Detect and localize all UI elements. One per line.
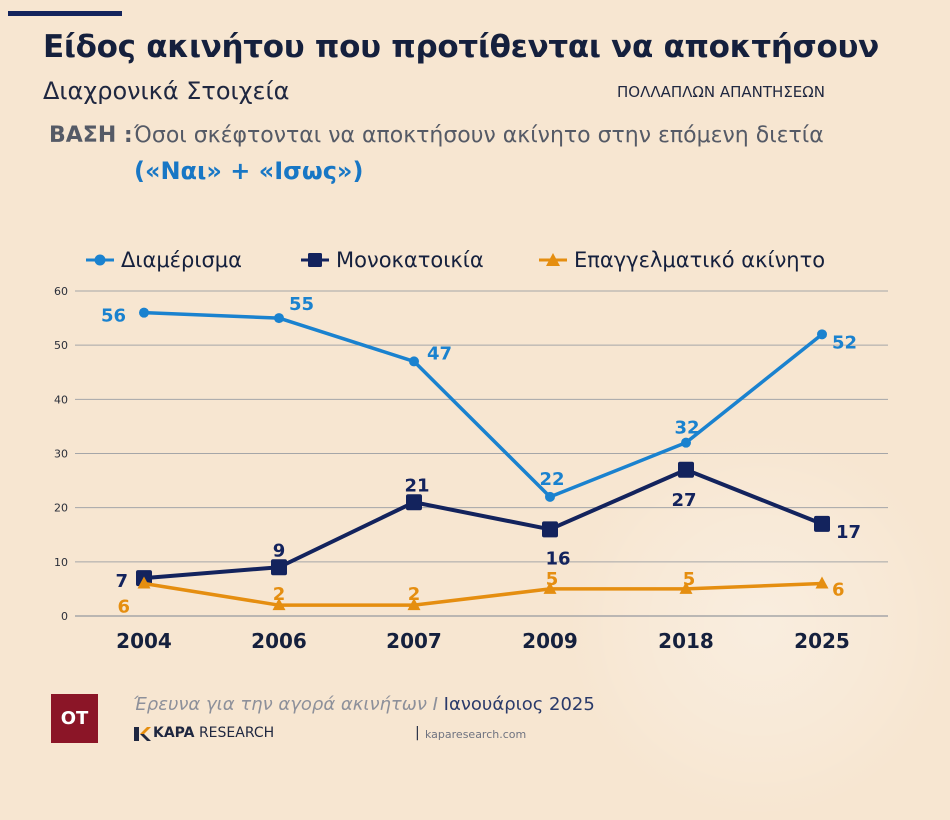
- legend-label: Μονοκατοικία: [336, 248, 484, 272]
- data-label: 55: [289, 294, 314, 315]
- circle-marker-icon: [86, 254, 114, 266]
- page-title: Είδος ακινήτου που προτίθενται να αποκτή…: [43, 29, 879, 65]
- data-point: [542, 521, 558, 538]
- data-point: [271, 559, 287, 576]
- page-subtitle: Διαχρονικά Στοιχεία: [43, 77, 290, 105]
- data-point: [406, 494, 422, 511]
- series-line: [142, 581, 824, 607]
- survey-date: Ιανουάριος 2025: [443, 694, 595, 715]
- x-tick-label: 2007: [386, 629, 442, 653]
- square-marker-icon: [301, 253, 329, 267]
- data-point: [274, 313, 284, 324]
- data-point: [409, 356, 419, 367]
- data-point: [543, 581, 557, 594]
- data-label: 6: [832, 580, 845, 601]
- y-tick-label: 40: [54, 393, 68, 406]
- data-label: 2: [273, 584, 286, 605]
- data-label: 52: [832, 332, 857, 353]
- data-label: 2: [408, 584, 421, 605]
- data-label: 32: [674, 418, 699, 439]
- data-label: 21: [404, 475, 429, 496]
- kapa-k-icon: [134, 727, 151, 741]
- data-point: [137, 576, 151, 589]
- data-label: 9: [273, 540, 286, 561]
- data-point: [681, 437, 691, 448]
- survey-name: Έρευνα για την αγορά ακινήτων I: [133, 694, 438, 715]
- data-point: [817, 329, 827, 340]
- brand-separator: |: [415, 725, 420, 741]
- y-tick-label: 60: [54, 285, 68, 298]
- multiple-answers-note: ΠΟΛΛΑΠΛΩΝ ΑΠΑΝΤΗΣΕΩΝ: [617, 83, 825, 101]
- data-label: 16: [545, 548, 570, 569]
- data-point: [679, 581, 693, 594]
- data-point: [814, 515, 830, 532]
- data-label: 7: [115, 571, 128, 592]
- data-point: [545, 491, 555, 502]
- data-point: [407, 598, 421, 611]
- data-label: 47: [427, 343, 452, 364]
- data-label: 22: [539, 469, 564, 490]
- series-line: [142, 310, 824, 499]
- brand-url: kaparesearch.com: [425, 728, 527, 741]
- x-tick-label: 2018: [658, 629, 714, 653]
- y-tick-label: 20: [54, 502, 68, 515]
- x-tick-label: 2006: [251, 629, 307, 653]
- data-point: [678, 461, 694, 478]
- brand-name: KAPA: [153, 725, 195, 741]
- y-tick-label: 10: [54, 556, 68, 569]
- ot-logo: OT: [51, 694, 98, 743]
- data-label: 27: [671, 490, 696, 511]
- legend-label: Επαγγελματικό ακίνητο: [574, 248, 826, 272]
- source-text: Έρευνα για την αγορά ακινήτων I Ιανουάρι…: [133, 694, 595, 715]
- y-tick-label: 0: [61, 610, 68, 623]
- x-tick-label: 2004: [116, 629, 172, 653]
- base-label: ΒΑΣΗ :: [49, 123, 133, 148]
- y-tick-label: 50: [54, 339, 68, 352]
- data-label: 5: [683, 569, 696, 590]
- data-point: [815, 576, 829, 589]
- data-point: [272, 598, 286, 611]
- legend-label: Διαμέρισμα: [121, 248, 242, 272]
- base-description: Όσοι σκέφτονται να αποκτήσουν ακίνητο στ…: [134, 123, 824, 148]
- base-answers: («Ναι» + «Ισως»): [134, 157, 364, 185]
- brand-name-rest: RESEARCH: [194, 725, 275, 741]
- data-label: 56: [101, 306, 126, 327]
- x-tick-label: 2009: [522, 629, 578, 653]
- data-label: 17: [836, 522, 861, 543]
- data-label: 6: [117, 597, 130, 618]
- data-label: 5: [546, 569, 559, 590]
- y-tick-label: 30: [54, 448, 68, 461]
- accent-bar: [8, 11, 122, 16]
- data-point: [139, 307, 149, 318]
- x-tick-label: 2025: [794, 629, 850, 653]
- series-line: [142, 467, 824, 581]
- triangle-marker-icon: [539, 253, 567, 266]
